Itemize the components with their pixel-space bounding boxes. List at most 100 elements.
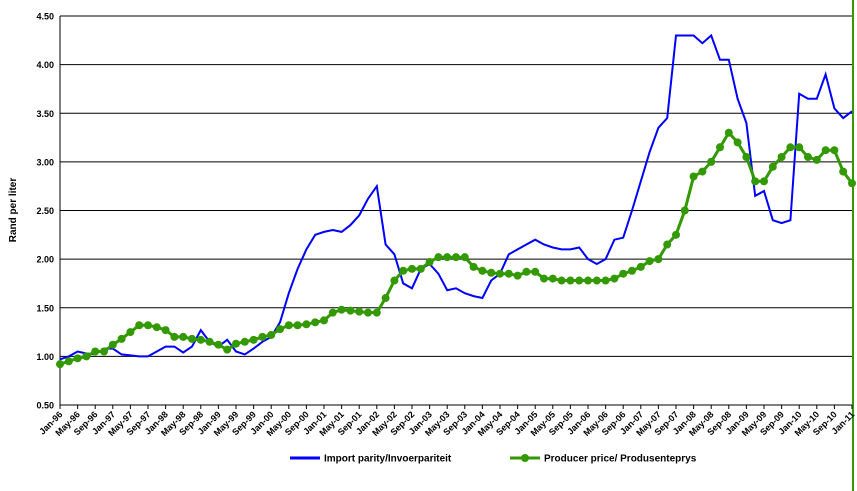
point bbox=[73, 354, 82, 363]
point bbox=[161, 326, 170, 335]
point bbox=[557, 276, 566, 285]
point bbox=[584, 276, 592, 285]
point bbox=[223, 345, 232, 354]
point bbox=[460, 253, 469, 262]
point bbox=[628, 266, 636, 275]
point bbox=[513, 271, 522, 280]
point bbox=[408, 264, 416, 273]
point bbox=[126, 328, 135, 337]
y-tick-label: 1.00 bbox=[36, 352, 54, 362]
point bbox=[328, 308, 337, 317]
point bbox=[548, 274, 557, 283]
point bbox=[346, 306, 355, 315]
point bbox=[795, 143, 804, 152]
point bbox=[619, 269, 628, 278]
point bbox=[812, 155, 821, 164]
y-tick-label: 3.00 bbox=[36, 157, 54, 167]
point bbox=[707, 157, 716, 166]
y-tick-label: 0.50 bbox=[36, 401, 54, 411]
point bbox=[240, 337, 249, 346]
point bbox=[320, 316, 328, 325]
point bbox=[496, 269, 504, 278]
series-line bbox=[59, 33, 853, 361]
point bbox=[443, 253, 452, 262]
point bbox=[504, 269, 513, 278]
legend-label: Producer price/ Produsenteprys bbox=[544, 454, 697, 465]
point bbox=[399, 266, 408, 275]
point bbox=[566, 276, 575, 285]
point bbox=[786, 143, 795, 152]
point bbox=[311, 318, 320, 327]
point bbox=[337, 305, 346, 314]
y-tick-label: 4.50 bbox=[36, 12, 54, 22]
point bbox=[636, 262, 645, 271]
point bbox=[672, 230, 680, 239]
point bbox=[434, 253, 443, 262]
y-tick-label: 2.50 bbox=[36, 206, 54, 216]
point bbox=[381, 294, 390, 303]
point bbox=[839, 167, 848, 176]
point bbox=[768, 162, 777, 171]
point bbox=[205, 337, 214, 346]
point bbox=[64, 357, 73, 366]
point bbox=[821, 146, 830, 155]
y-tick-label: 1.50 bbox=[36, 303, 54, 313]
point bbox=[592, 276, 601, 285]
point bbox=[416, 264, 425, 273]
point bbox=[478, 266, 487, 275]
point bbox=[302, 320, 311, 329]
point bbox=[56, 360, 64, 369]
y-tick-label: 3.50 bbox=[36, 109, 54, 119]
point bbox=[848, 179, 856, 188]
point bbox=[760, 177, 768, 186]
point bbox=[372, 308, 381, 317]
series-line bbox=[59, 130, 854, 366]
point bbox=[742, 153, 751, 162]
point bbox=[117, 334, 126, 343]
legend-label: Import parity/Invoerpariteit bbox=[324, 454, 452, 465]
point bbox=[610, 274, 619, 283]
point bbox=[355, 307, 364, 316]
y-tick-label: 4.00 bbox=[36, 60, 54, 70]
point bbox=[214, 340, 223, 349]
point bbox=[645, 257, 654, 266]
point bbox=[390, 276, 399, 285]
point bbox=[284, 321, 293, 330]
point bbox=[487, 268, 496, 277]
point bbox=[91, 347, 100, 356]
point bbox=[100, 347, 108, 356]
point bbox=[188, 334, 196, 343]
point bbox=[452, 253, 460, 262]
point bbox=[540, 274, 548, 283]
point bbox=[663, 240, 672, 249]
y-tick-label: 2.00 bbox=[36, 255, 54, 265]
point bbox=[777, 153, 786, 162]
point bbox=[804, 153, 812, 162]
point bbox=[698, 167, 707, 176]
point bbox=[425, 258, 434, 267]
point bbox=[152, 323, 161, 332]
point bbox=[144, 321, 152, 330]
point bbox=[135, 321, 144, 330]
point bbox=[170, 332, 179, 341]
point bbox=[232, 339, 240, 348]
point bbox=[575, 276, 584, 285]
point bbox=[276, 325, 284, 334]
point bbox=[751, 177, 760, 186]
point bbox=[469, 262, 478, 271]
point bbox=[531, 267, 540, 276]
point bbox=[249, 335, 258, 344]
point bbox=[196, 335, 205, 344]
point bbox=[179, 332, 188, 341]
y-axis-label: Rand per liter bbox=[8, 178, 19, 243]
point bbox=[293, 321, 302, 330]
point bbox=[680, 206, 689, 215]
point bbox=[654, 255, 663, 264]
point bbox=[364, 308, 372, 317]
point bbox=[689, 172, 698, 181]
point bbox=[830, 146, 839, 155]
point bbox=[267, 330, 276, 339]
point bbox=[724, 128, 733, 137]
point bbox=[733, 138, 742, 147]
